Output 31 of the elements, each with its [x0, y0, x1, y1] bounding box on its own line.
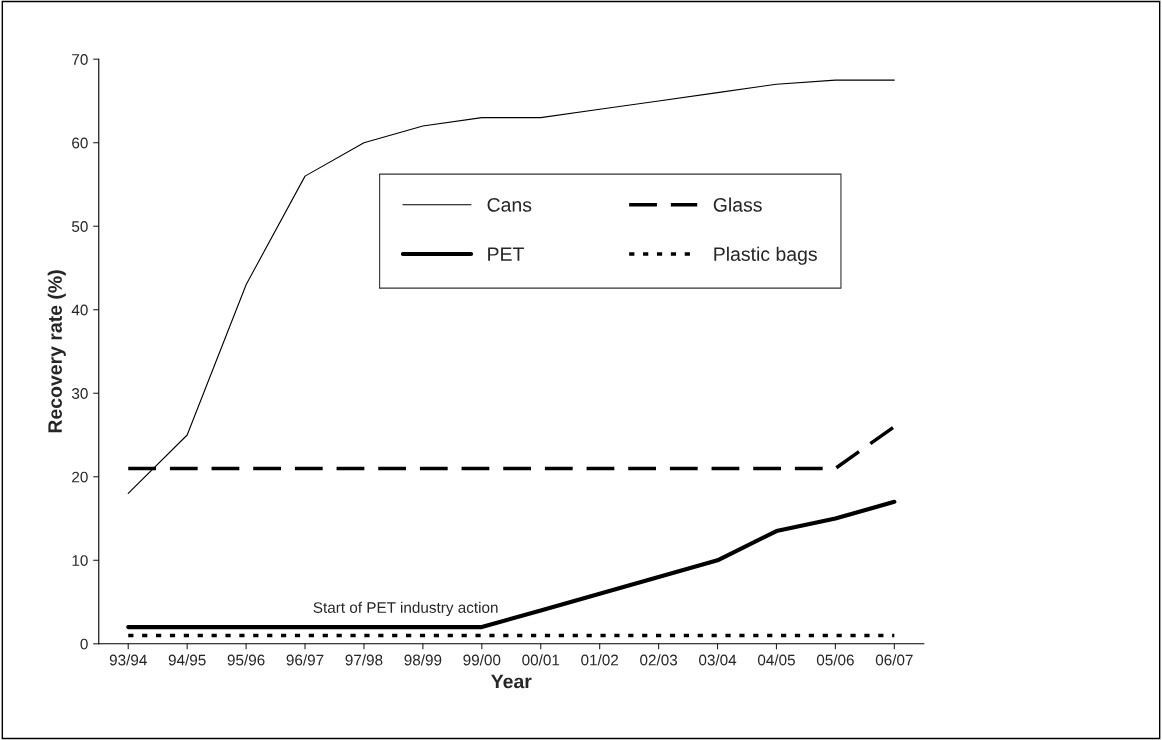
y-tick-label: 0: [80, 638, 88, 650]
legend-label: Plastic bags: [714, 246, 817, 265]
y-axis-title: Recovery rate (%): [47, 270, 66, 433]
x-tick-label: 99/00: [463, 654, 501, 666]
legend-label: Cans: [487, 198, 532, 212]
y-tick-label: 50: [71, 221, 88, 232]
x-tick-label: 01/02: [581, 654, 619, 666]
y-tick-label: 40: [71, 304, 88, 316]
legend-label: Glass: [713, 197, 762, 212]
x-tick-label: 00/01: [522, 654, 560, 666]
y-tick-label: 20: [72, 471, 88, 483]
x-tick-label: 02/03: [640, 654, 678, 666]
x-tick-label: 95/96: [227, 654, 265, 666]
line-series: [126, 499, 897, 630]
x-tick-label: 96/97: [286, 654, 324, 666]
x-tick-label: 98/99: [404, 654, 442, 666]
legend-label: PET: [488, 247, 524, 261]
y-tick-label: 10: [72, 555, 88, 566]
x-tick-label: 06/07: [875, 654, 913, 666]
x-axis-title: Year: [491, 674, 532, 689]
x-tick-label: 04/05: [757, 654, 795, 666]
x-tick-label: 03/04: [699, 654, 737, 666]
y-tick-label: 30: [71, 388, 88, 399]
x-tick-label: 05/06: [816, 654, 854, 666]
line-series: [127, 79, 895, 495]
x-tick-label: 97/98: [345, 654, 383, 666]
annotation: Start of PET industry action: [313, 601, 498, 616]
x-tick-label: 93/94: [109, 654, 147, 666]
y-tick-label: 70: [72, 54, 88, 65]
x-tick-label: 94/95: [168, 654, 206, 666]
y-tick-label: 60: [72, 137, 88, 149]
